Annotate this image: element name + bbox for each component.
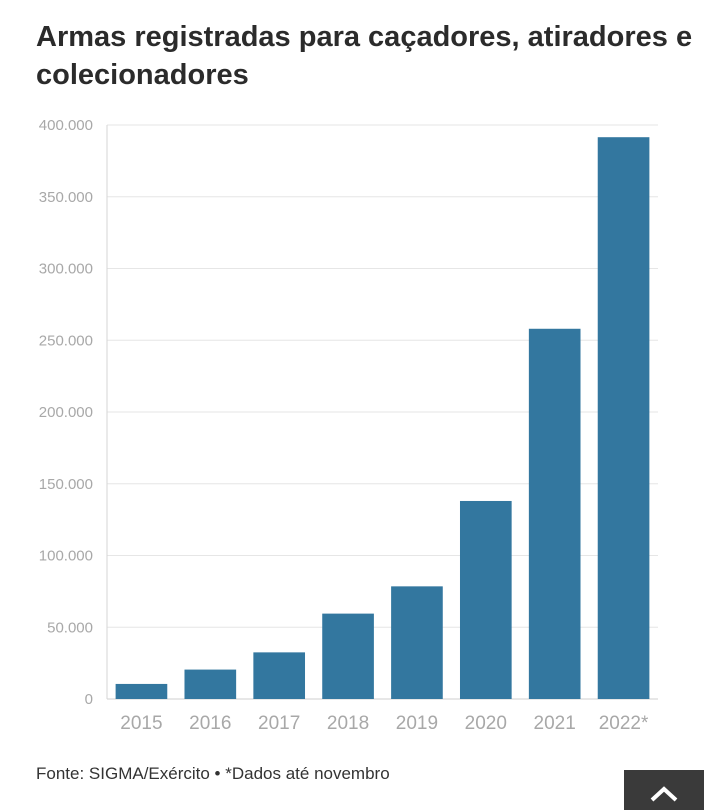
x-tick-label: 2018 (327, 713, 369, 734)
y-tick-label: 50.000 (47, 619, 93, 636)
y-tick-label: 250.000 (39, 332, 93, 349)
y-tick-label: 300.000 (39, 261, 93, 278)
scroll-to-top-button[interactable] (624, 770, 704, 810)
x-tick-label: 2017 (258, 713, 300, 734)
x-tick-label: 2020 (465, 713, 507, 734)
bar (115, 683, 168, 699)
bar (253, 652, 306, 699)
y-tick-label: 200.000 (39, 404, 93, 421)
source-note: Fonte: SIGMA/Exército • *Dados até novem… (36, 764, 390, 783)
bar (597, 137, 650, 699)
x-tick-label: 2021 (534, 713, 576, 734)
y-tick-label: 350.000 (39, 189, 93, 206)
x-tick-label: 2016 (189, 713, 231, 734)
bar (391, 586, 443, 699)
chevron-up-icon (650, 786, 678, 802)
chart-title: Armas registradas para caçadores, atirad… (36, 21, 693, 91)
x-tick-label: 2019 (396, 713, 438, 734)
y-tick-label: 100.000 (39, 548, 93, 565)
bar (322, 613, 374, 699)
x-tick-label: 2022* (599, 713, 649, 734)
bar (459, 500, 512, 699)
x-tick-label: 2015 (120, 713, 162, 734)
bar (184, 669, 237, 699)
y-tick-label: 150.000 (39, 476, 93, 493)
y-tick-label: 400.000 (39, 117, 93, 134)
y-tick-label: 0 (85, 691, 93, 708)
bar (528, 328, 581, 699)
